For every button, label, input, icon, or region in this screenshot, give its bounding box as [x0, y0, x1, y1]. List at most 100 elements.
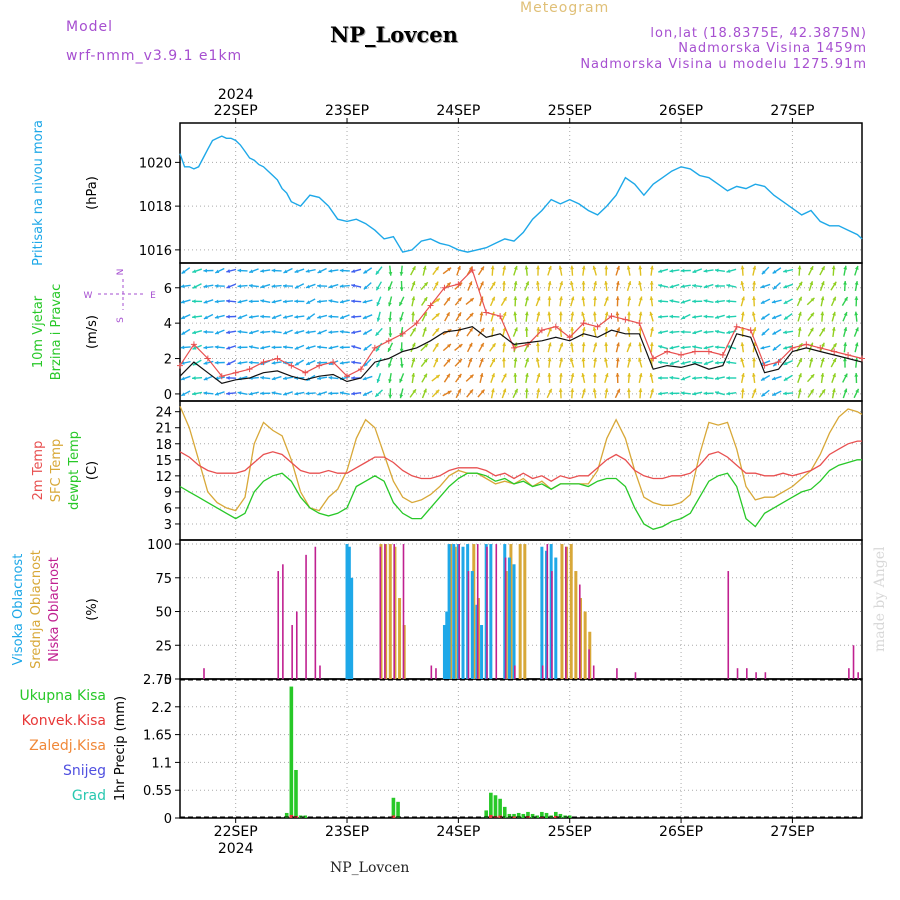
wind-arrow-head	[616, 327, 620, 332]
wind-arrow-head	[411, 357, 416, 362]
wind-gust-marker	[288, 362, 295, 369]
wind-arrow-head	[831, 327, 836, 331]
wind-arrow-head	[328, 391, 332, 396]
wind-arrow-head	[376, 378, 381, 383]
wind-arrow-head	[192, 330, 197, 335]
wind-arrow-head	[570, 296, 575, 301]
precip-bar	[512, 816, 516, 818]
wind-arrow-head	[351, 314, 355, 319]
wind-arrow-head	[260, 345, 265, 350]
wind-arrow-head	[214, 360, 219, 365]
wind-arrow-head	[669, 330, 674, 335]
wind-arrow-head	[703, 375, 708, 380]
wind-arrow-head	[192, 391, 196, 396]
wind-arrow-head	[411, 342, 416, 347]
ytick-label: 15	[155, 454, 172, 469]
wind-gust-marker	[344, 373, 351, 380]
wind-arrow-head	[832, 311, 836, 316]
ytick-label: 1018	[139, 200, 172, 215]
cloud-bar	[398, 598, 402, 679]
wind-arrow-head	[181, 315, 186, 320]
wind-gust-marker	[274, 355, 281, 362]
cloud-bar	[305, 554, 307, 679]
wind-arrow-head	[692, 376, 696, 381]
wind-arrow-head	[480, 328, 485, 332]
wind-arrow-head	[226, 314, 230, 319]
cloud-bar	[588, 649, 590, 679]
wind-arrow-head	[399, 348, 404, 353]
ytick-label: 12	[155, 470, 172, 485]
wind-arrow-head	[362, 299, 367, 304]
wind-arrow-head	[363, 392, 368, 396]
wind-gust-marker	[580, 320, 587, 327]
wind-arrow-head	[726, 269, 731, 273]
wind-arrow-head	[821, 327, 825, 332]
wind-arrow-head	[760, 284, 765, 289]
wind-arrow-head	[305, 330, 310, 335]
wind-gust-marker	[385, 337, 392, 344]
precip-bar	[493, 795, 498, 818]
wind-arrow-head	[772, 331, 777, 335]
wind-arrow-head	[502, 388, 507, 393]
cloud-bar	[393, 544, 396, 679]
wind-arrow-head	[843, 312, 848, 317]
wind-arrow-head	[854, 342, 859, 347]
wind-arrow-head	[627, 296, 632, 301]
top-day-label: 27SEP	[770, 103, 814, 119]
wind-arrow-head	[294, 346, 299, 350]
panel-pressure: 1016 1018 1020	[139, 122, 863, 264]
wind-arrow-head	[399, 378, 403, 383]
wind-arrow-head	[772, 392, 777, 396]
wind-arrow-head	[363, 331, 368, 335]
wind-gust-marker	[232, 369, 239, 376]
wind-arrow-head	[536, 311, 541, 316]
wind-gust-marker	[594, 323, 601, 330]
model-name: wrf-nmm_v3.9.1 e1km	[66, 48, 243, 64]
wind-arrow-head	[604, 296, 609, 301]
wind-arrow-head	[831, 265, 836, 270]
wind-arrow-head	[388, 379, 392, 383]
precip-bar	[567, 815, 572, 818]
wind-arrow-head	[248, 345, 253, 349]
wind-arrow-head	[388, 271, 393, 276]
wind-arrow-head	[399, 394, 404, 399]
wind-arrow-head	[820, 296, 825, 301]
wind-arrow-head	[351, 360, 355, 365]
wind-arrow-head	[559, 357, 563, 362]
wind-arrow-head	[458, 359, 462, 363]
precip-legend-item: Grad	[72, 788, 106, 804]
wind-arrow-head	[535, 281, 540, 285]
wind-arrow-head	[854, 296, 859, 300]
ytick-label: 1016	[139, 244, 172, 259]
pressure-unit: (hPa)	[85, 176, 100, 210]
wind-arrow-head	[703, 361, 708, 365]
cloud-bar	[518, 544, 522, 679]
cloud-bar	[736, 668, 739, 679]
wind-arrow-head	[423, 312, 427, 317]
cloud-bar	[514, 665, 516, 679]
wind-arrow-head	[237, 268, 242, 273]
wind-arrow-head	[726, 376, 730, 380]
wind-arrow-head	[457, 297, 462, 302]
wind-arrow-head	[271, 284, 276, 289]
wind-arrow-head	[821, 266, 825, 271]
wind-arrow-head	[203, 361, 208, 365]
wind-arrow-head	[615, 357, 620, 362]
wind-arrow-head	[248, 315, 253, 319]
wind-gust-marker	[678, 352, 685, 358]
wind-speed-line	[179, 326, 863, 384]
wind-arrow-head	[294, 284, 299, 289]
wind-arrow-head	[375, 270, 380, 275]
wind-arrow-head	[772, 315, 777, 320]
wind-arrow-head	[468, 281, 473, 286]
cloud-bar	[476, 544, 479, 679]
wind-arrow-head	[761, 392, 766, 397]
wind-arrow-head	[772, 269, 777, 274]
wind-arrow-head	[616, 388, 620, 393]
wind-arrow-head	[581, 311, 585, 316]
wind-arrow-head	[328, 375, 333, 380]
wind-arrow-head	[592, 327, 597, 331]
wind-arrow-head	[604, 327, 609, 331]
wind-gust-marker	[302, 369, 309, 376]
wind-arrow-head	[751, 311, 756, 316]
